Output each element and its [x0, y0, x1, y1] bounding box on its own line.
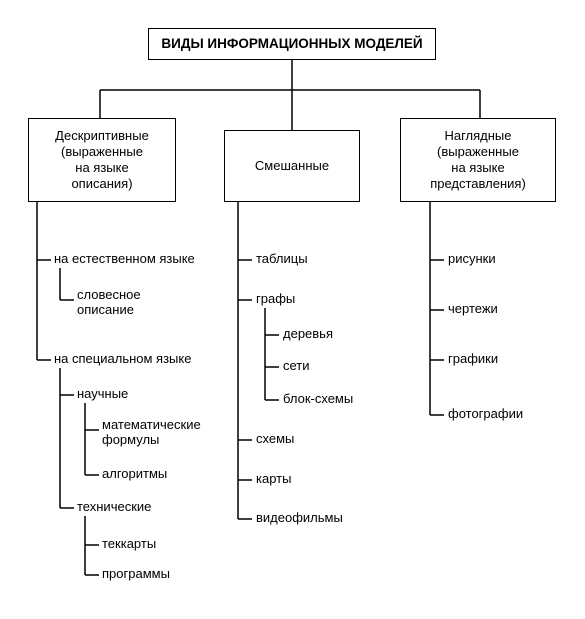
right-item-graphics: графики [448, 352, 498, 367]
left-item-algorithms: алгоритмы [102, 467, 167, 482]
category-mixed: Смешанные [224, 130, 360, 202]
mid-item-trees: деревья [283, 327, 333, 342]
category-mixed-label: Смешанные [255, 158, 329, 174]
title-box: ВИДЫ ИНФОРМАЦИОННЫХ МОДЕЛЕЙ [148, 28, 436, 60]
left-item-math: математические формулы [102, 418, 201, 448]
right-item-blueprints: чертежи [448, 302, 498, 317]
mid-item-blockschemes: блок-схемы [283, 392, 353, 407]
mid-item-nets: сети [283, 359, 310, 374]
mid-item-graphs: графы [256, 292, 295, 307]
left-item-scientific: научные [77, 387, 128, 402]
left-item-technical: технические [77, 500, 151, 515]
right-item-drawings: рисунки [448, 252, 496, 267]
category-descriptive: Дескриптивные (выраженные на языке описа… [28, 118, 176, 202]
mid-item-videos: видеофильмы [256, 511, 343, 526]
left-item-programs: программы [102, 567, 170, 582]
mid-item-tables: таблицы [256, 252, 308, 267]
mid-item-maps: карты [256, 472, 291, 487]
left-item-special: на специальном языке [54, 352, 191, 367]
title-text: ВИДЫ ИНФОРМАЦИОННЫХ МОДЕЛЕЙ [161, 36, 422, 53]
left-item-techcards: теккарты [102, 537, 156, 552]
right-item-photos: фотографии [448, 407, 523, 422]
category-visual-label: Наглядные (выраженные на языке представл… [430, 128, 526, 193]
left-item-verbal: словесное описание [77, 288, 141, 318]
category-visual: Наглядные (выраженные на языке представл… [400, 118, 556, 202]
left-item-natural: на естественном языке [54, 252, 195, 267]
category-descriptive-label: Дескриптивные (выраженные на языке описа… [55, 128, 149, 193]
mid-item-schemes: схемы [256, 432, 294, 447]
